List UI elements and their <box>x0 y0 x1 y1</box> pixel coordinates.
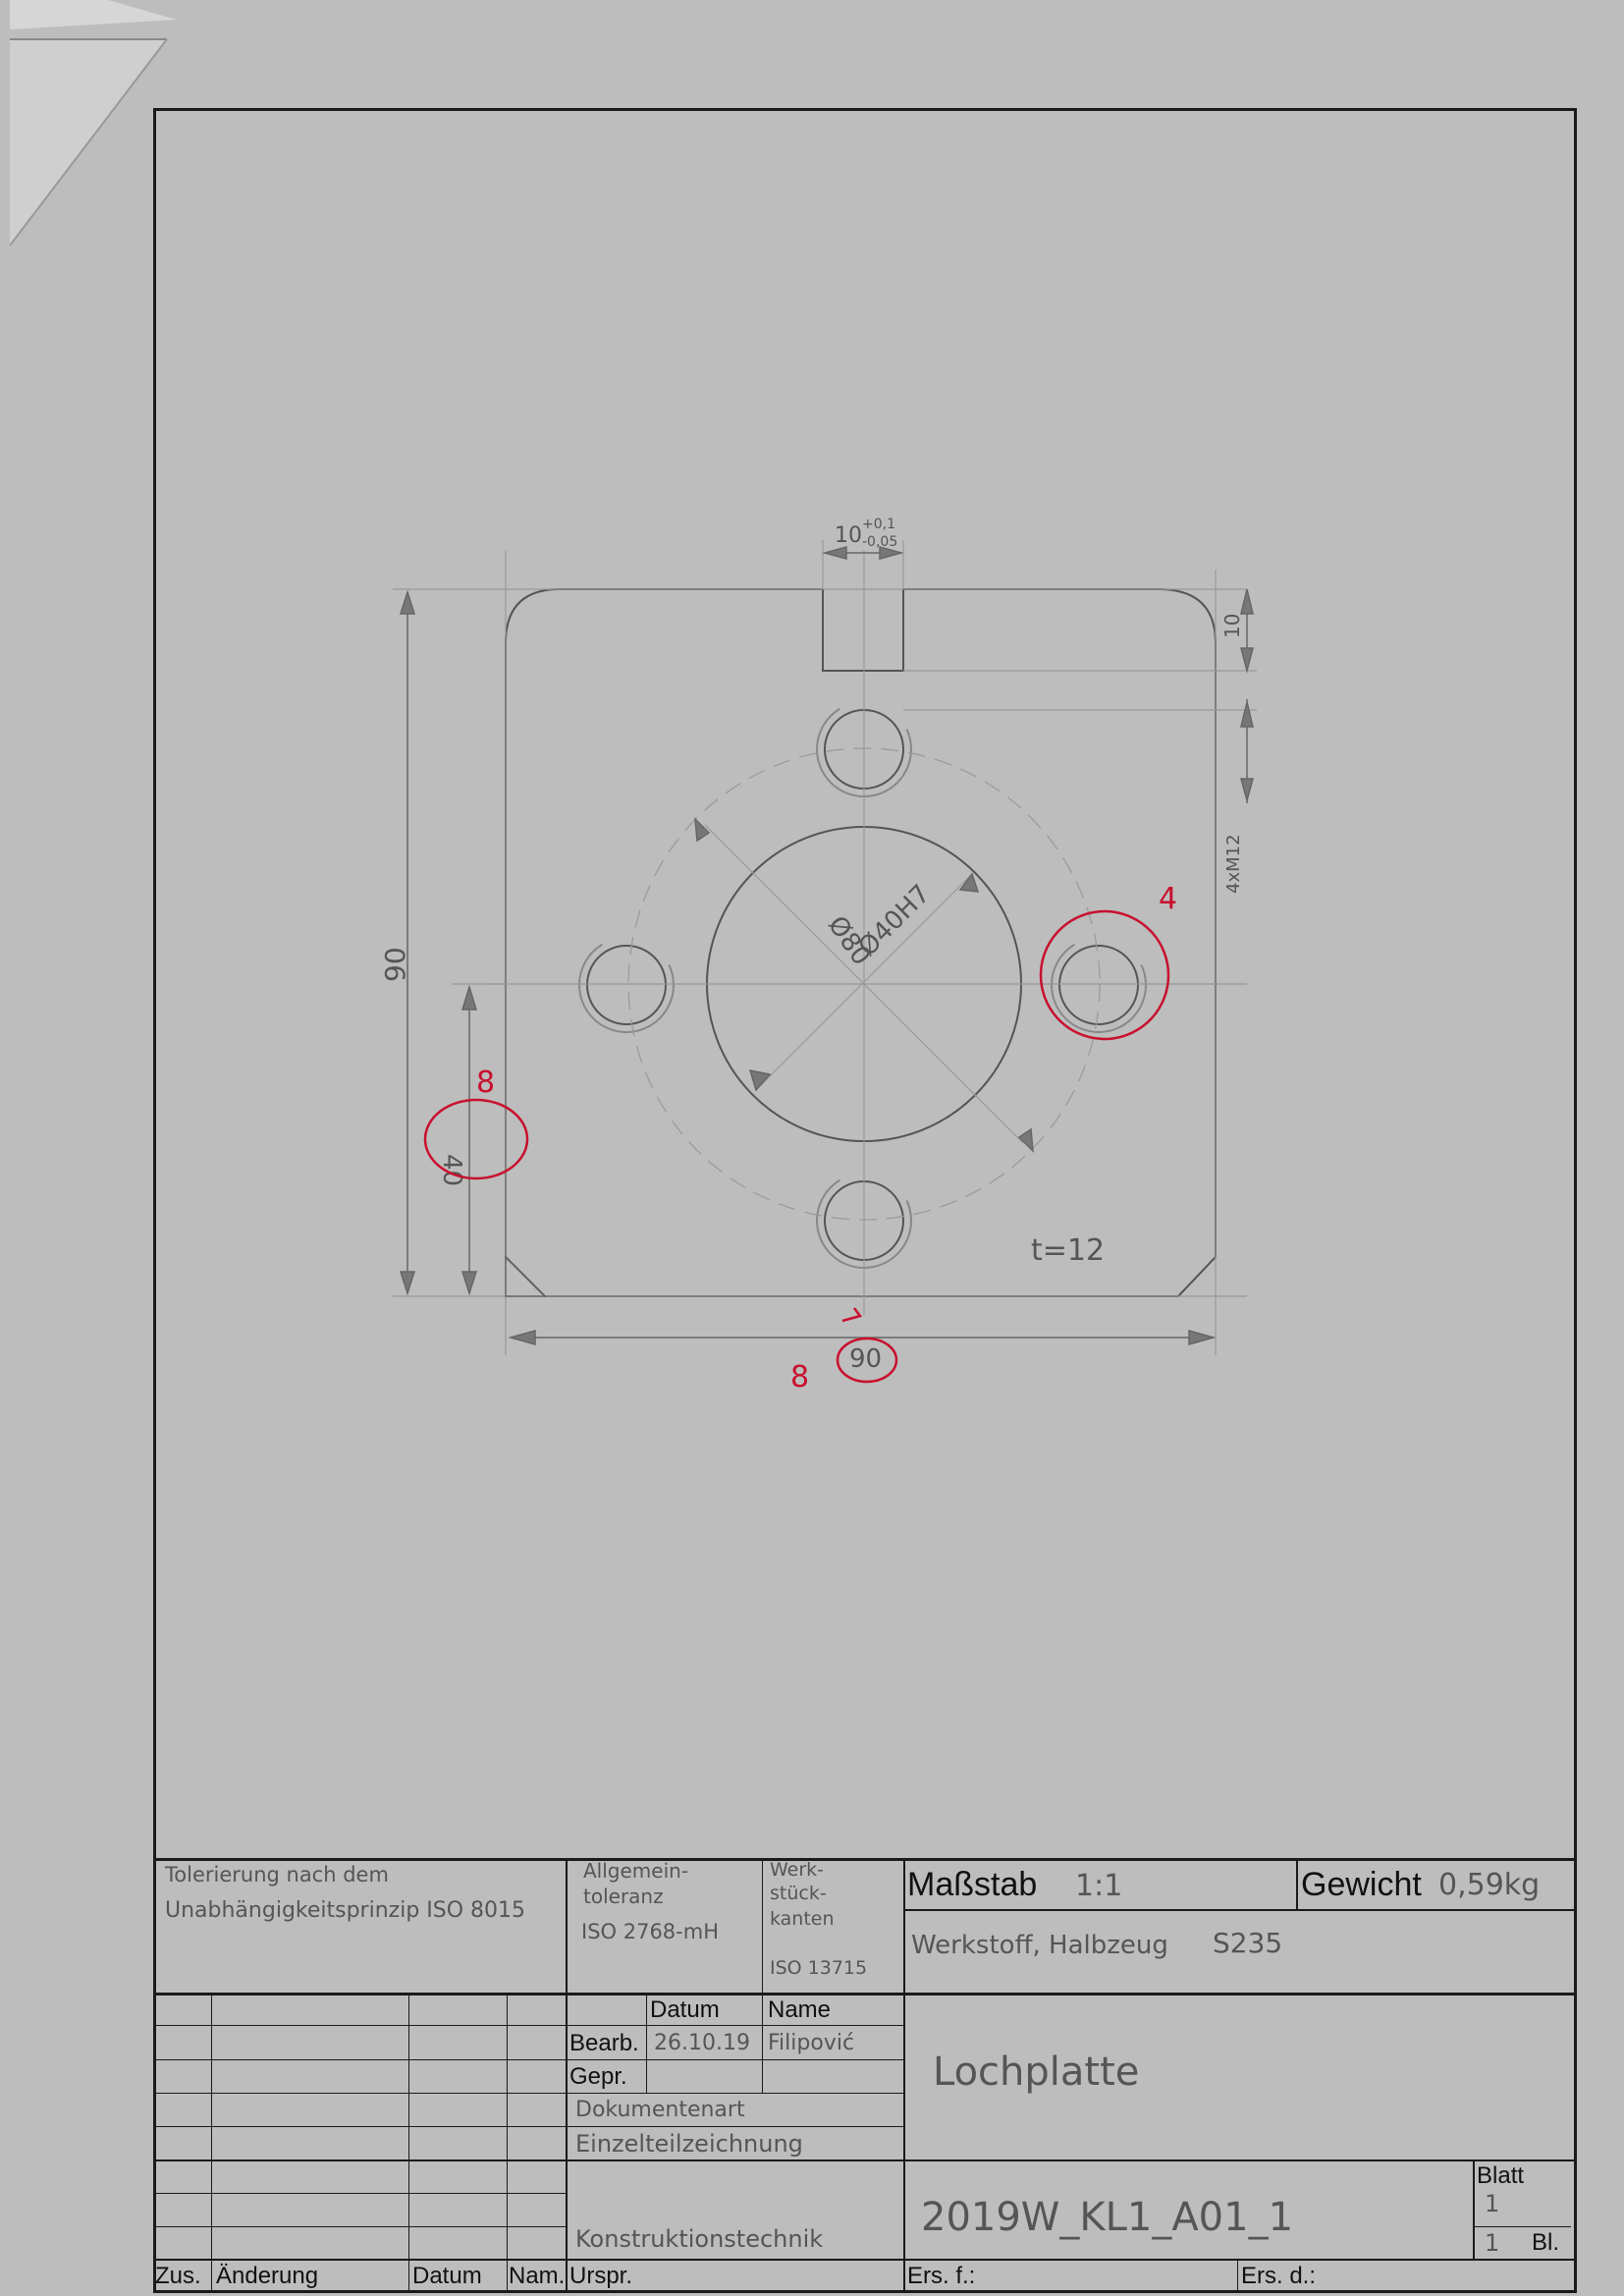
general-tolerance-line2: toleranz <box>583 1885 664 1908</box>
dim-slot-width: 10 <box>835 523 862 548</box>
dim-thread: 4xM12 <box>1223 834 1244 894</box>
markup-hole-note: 4 <box>1159 882 1177 916</box>
markup-width-note: 8 <box>790 1360 809 1394</box>
markup-height-note: 8 <box>476 1066 495 1100</box>
workpiece-edges-line1: Werk- <box>770 1859 825 1881</box>
bearb-date: 26.10.19 <box>654 2031 750 2055</box>
workpiece-edges-line4: ISO 13715 <box>770 1957 868 1979</box>
general-tolerance-line1: Allgemein- <box>583 1859 689 1883</box>
workpiece-edges-line2: stück- <box>770 1883 827 1904</box>
plate-thickness: t=12 <box>1031 1233 1105 1268</box>
dim-bore: Ø40H7 <box>853 879 937 962</box>
doc-type-value: Einzelteilzeichnung <box>575 2130 803 2158</box>
thread-hole-right <box>1058 945 1139 1025</box>
workpiece-edges-line3: kanten <box>770 1908 835 1930</box>
sheets-total: 1 <box>1485 2229 1500 2257</box>
dim-slot-tol-lower: -0,05 <box>862 534 897 550</box>
footer-ers-d: Ers. d.: <box>1241 2263 1317 2289</box>
department: Konstruktionstechnik <box>575 2225 824 2253</box>
thread-hole-left <box>586 945 667 1025</box>
tolerancing-note-line2: Unabhängigkeitsprinzip ISO 8015 <box>165 1898 526 1923</box>
doc-type-label: Dokumentenart <box>575 2098 745 2122</box>
col-name-header: Name <box>768 1996 832 2023</box>
sheet-label: Blatt <box>1477 2162 1525 2189</box>
col-date-header: Datum <box>650 1996 720 2023</box>
weight-label: Gewicht <box>1301 1866 1422 1903</box>
footer-ers-f: Ers. f.: <box>907 2263 976 2289</box>
general-tolerance-line3: ISO 2768-mH <box>581 1920 719 1943</box>
material-value: S235 <box>1213 1927 1283 1959</box>
material-label: Werkstoff, Halbzeug <box>911 1931 1168 1960</box>
footer-urspr: Urspr. <box>569 2263 633 2289</box>
dim-slot-tol-upper: +0,1 <box>862 517 895 532</box>
page-corner-fold <box>10 0 177 246</box>
dim-slot-depth: 10 <box>1220 614 1244 638</box>
bearb-name: Filipović <box>768 2031 855 2055</box>
footer-zus: Zus. <box>155 2263 201 2289</box>
dim-width-overall: 90 <box>849 1344 882 1374</box>
drawing-number: 2019W_KL1_A01_1 <box>921 2195 1294 2240</box>
weight-value: 0,59kg <box>1438 1868 1541 1902</box>
tolerancing-note-line1: Tolerierung nach dem <box>165 1863 389 1886</box>
scale-value: 1:1 <box>1075 1869 1123 1903</box>
footer-datum: Datum <box>412 2263 482 2289</box>
footer-aenderung: Änderung <box>216 2263 319 2289</box>
row-bearb-label: Bearb. <box>569 2030 639 2056</box>
sheet-value: 1 <box>1485 2190 1500 2217</box>
row-gepr-label: Gepr. <box>569 2063 627 2090</box>
drawing-sheet-frame <box>153 108 1577 2293</box>
part-title: Lochplatte <box>933 2050 1140 2095</box>
dim-height-partial: 40 <box>437 1154 466 1186</box>
dim-height-overall: 90 <box>379 947 411 982</box>
scale-label: Maßstab <box>907 1866 1038 1903</box>
footer-nam: Nam. <box>509 2263 566 2289</box>
sheets-label: Bl. <box>1532 2229 1560 2256</box>
